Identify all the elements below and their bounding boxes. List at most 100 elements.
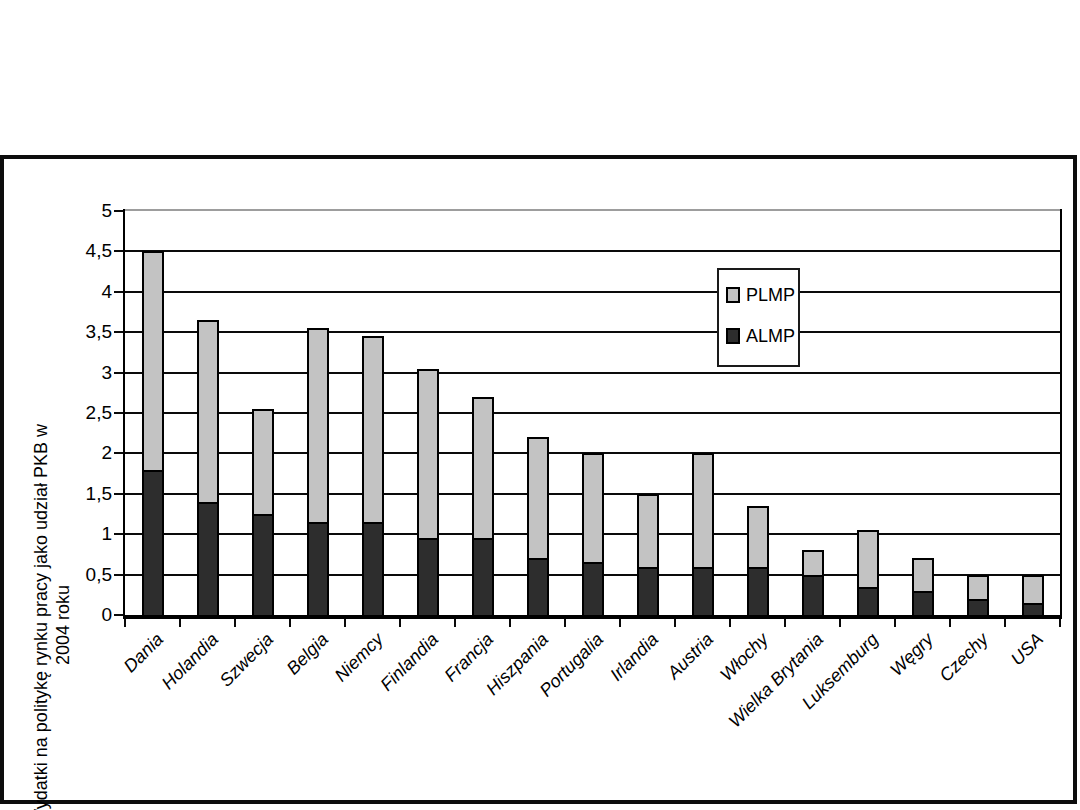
- bar-segment-almp: [857, 587, 879, 615]
- y-tick-label: 0,5: [28, 564, 112, 586]
- y-tick-label: 4: [28, 281, 112, 303]
- y-tick-mark: [114, 372, 123, 374]
- bar-segment-almp: [692, 567, 714, 615]
- legend-label-plmp: PLMP: [746, 285, 795, 305]
- y-tick-label: 1: [28, 523, 112, 545]
- y-tick-label: 5: [28, 200, 112, 222]
- bar-usa: [1022, 211, 1044, 615]
- x-tick-mark: [619, 619, 621, 627]
- x-tick-mark: [839, 619, 841, 627]
- bar-segment-almp: [527, 558, 549, 615]
- y-tick-label: 0: [28, 604, 112, 626]
- y-tick-mark: [114, 210, 123, 212]
- legend-item-plmp: PLMP: [719, 285, 798, 305]
- x-tick-mark: [179, 619, 181, 627]
- bar-portugalia: [582, 211, 604, 615]
- bar-węgry: [912, 211, 934, 615]
- bar-segment-almp: [362, 522, 384, 615]
- y-tick-label: 1,5: [28, 483, 112, 505]
- bar-segment-plmp: [967, 575, 989, 599]
- bar-segment-almp: [307, 522, 329, 615]
- bar-francja: [472, 211, 494, 615]
- bar-czechy: [967, 211, 989, 615]
- legend-swatch-almp-icon: [726, 328, 740, 344]
- y-tick-label: 2: [28, 442, 112, 464]
- bar-segment-almp: [582, 562, 604, 615]
- bar-holandia: [197, 211, 219, 615]
- y-axis-line: [123, 209, 125, 617]
- bar-segment-plmp: [307, 328, 329, 522]
- y-tick-mark: [114, 250, 123, 252]
- bar-niemcy: [362, 211, 384, 615]
- bar-segment-plmp: [912, 558, 934, 590]
- y-tick-mark: [114, 412, 123, 414]
- x-tick-mark: [1059, 619, 1061, 627]
- x-tick-mark: [784, 619, 786, 627]
- chart-legend: PLMP ALMP: [717, 268, 800, 367]
- bar-segment-almp: [142, 470, 164, 615]
- bar-segment-plmp: [527, 437, 549, 558]
- y-tick-mark: [114, 291, 123, 293]
- bar-luksemburg: [857, 211, 879, 615]
- bar-austria: [692, 211, 714, 615]
- bar-segment-almp: [417, 538, 439, 615]
- bar-segment-plmp: [857, 530, 879, 587]
- y-tick-label: 3: [28, 362, 112, 384]
- bar-dania: [142, 211, 164, 615]
- document-page: Wydatki na politykę rynku pracy jako udz…: [0, 0, 1080, 810]
- y-tick-mark: [114, 331, 123, 333]
- x-tick-mark: [234, 619, 236, 627]
- bar-segment-almp: [747, 567, 769, 615]
- bar-segment-plmp: [1022, 575, 1044, 603]
- bar-segment-plmp: [637, 494, 659, 567]
- bar-segment-plmp: [747, 506, 769, 567]
- bar-segment-plmp: [142, 251, 164, 469]
- bar-hiszpania: [527, 211, 549, 615]
- x-axis-line: [123, 615, 1062, 619]
- y-tick-mark: [114, 452, 123, 454]
- bar-segment-plmp: [802, 550, 824, 574]
- bar-finlandia: [417, 211, 439, 615]
- bar-segment-plmp: [582, 453, 604, 562]
- x-tick-mark: [289, 619, 291, 627]
- x-tick-mark: [564, 619, 566, 627]
- y-tick-mark: [114, 614, 123, 616]
- y-tick-label: 3,5: [28, 321, 112, 343]
- x-tick-mark: [674, 619, 676, 627]
- x-tick-mark: [894, 619, 896, 627]
- x-tick-mark: [1004, 619, 1006, 627]
- bar-segment-plmp: [197, 320, 219, 502]
- bar-segment-almp: [252, 514, 274, 615]
- legend-swatch-plmp-icon: [726, 287, 740, 303]
- x-tick-mark: [454, 619, 456, 627]
- bar-segment-plmp: [252, 409, 274, 514]
- y-tick-label: 4,5: [28, 240, 112, 262]
- y-tick-mark: [114, 574, 123, 576]
- legend-item-almp: ALMP: [719, 326, 798, 346]
- bar-segment-plmp: [692, 453, 714, 566]
- plot-area: [125, 211, 1060, 615]
- x-tick-mark: [399, 619, 401, 627]
- x-tick-mark: [124, 619, 126, 627]
- bar-segment-almp: [967, 599, 989, 615]
- y-tick-mark: [114, 533, 123, 535]
- x-tick-mark: [949, 619, 951, 627]
- bar-irlandia: [637, 211, 659, 615]
- bar-segment-almp: [637, 567, 659, 615]
- bar-segment-almp: [802, 575, 824, 615]
- y-tick-label: 2,5: [28, 402, 112, 424]
- bar-segment-almp: [472, 538, 494, 615]
- x-tick-mark: [344, 619, 346, 627]
- bar-segment-almp: [912, 591, 934, 615]
- x-tick-mark: [509, 619, 511, 627]
- bar-belgia: [307, 211, 329, 615]
- plot-border-right: [1060, 209, 1062, 617]
- y-tick-mark: [114, 493, 123, 495]
- bar-segment-plmp: [472, 397, 494, 538]
- bar-wielka-brytania: [802, 211, 824, 615]
- x-tick-mark: [729, 619, 731, 627]
- bar-segment-almp: [1022, 603, 1044, 615]
- bar-segment-plmp: [417, 369, 439, 539]
- bar-segment-plmp: [362, 336, 384, 522]
- legend-label-almp: ALMP: [746, 326, 795, 346]
